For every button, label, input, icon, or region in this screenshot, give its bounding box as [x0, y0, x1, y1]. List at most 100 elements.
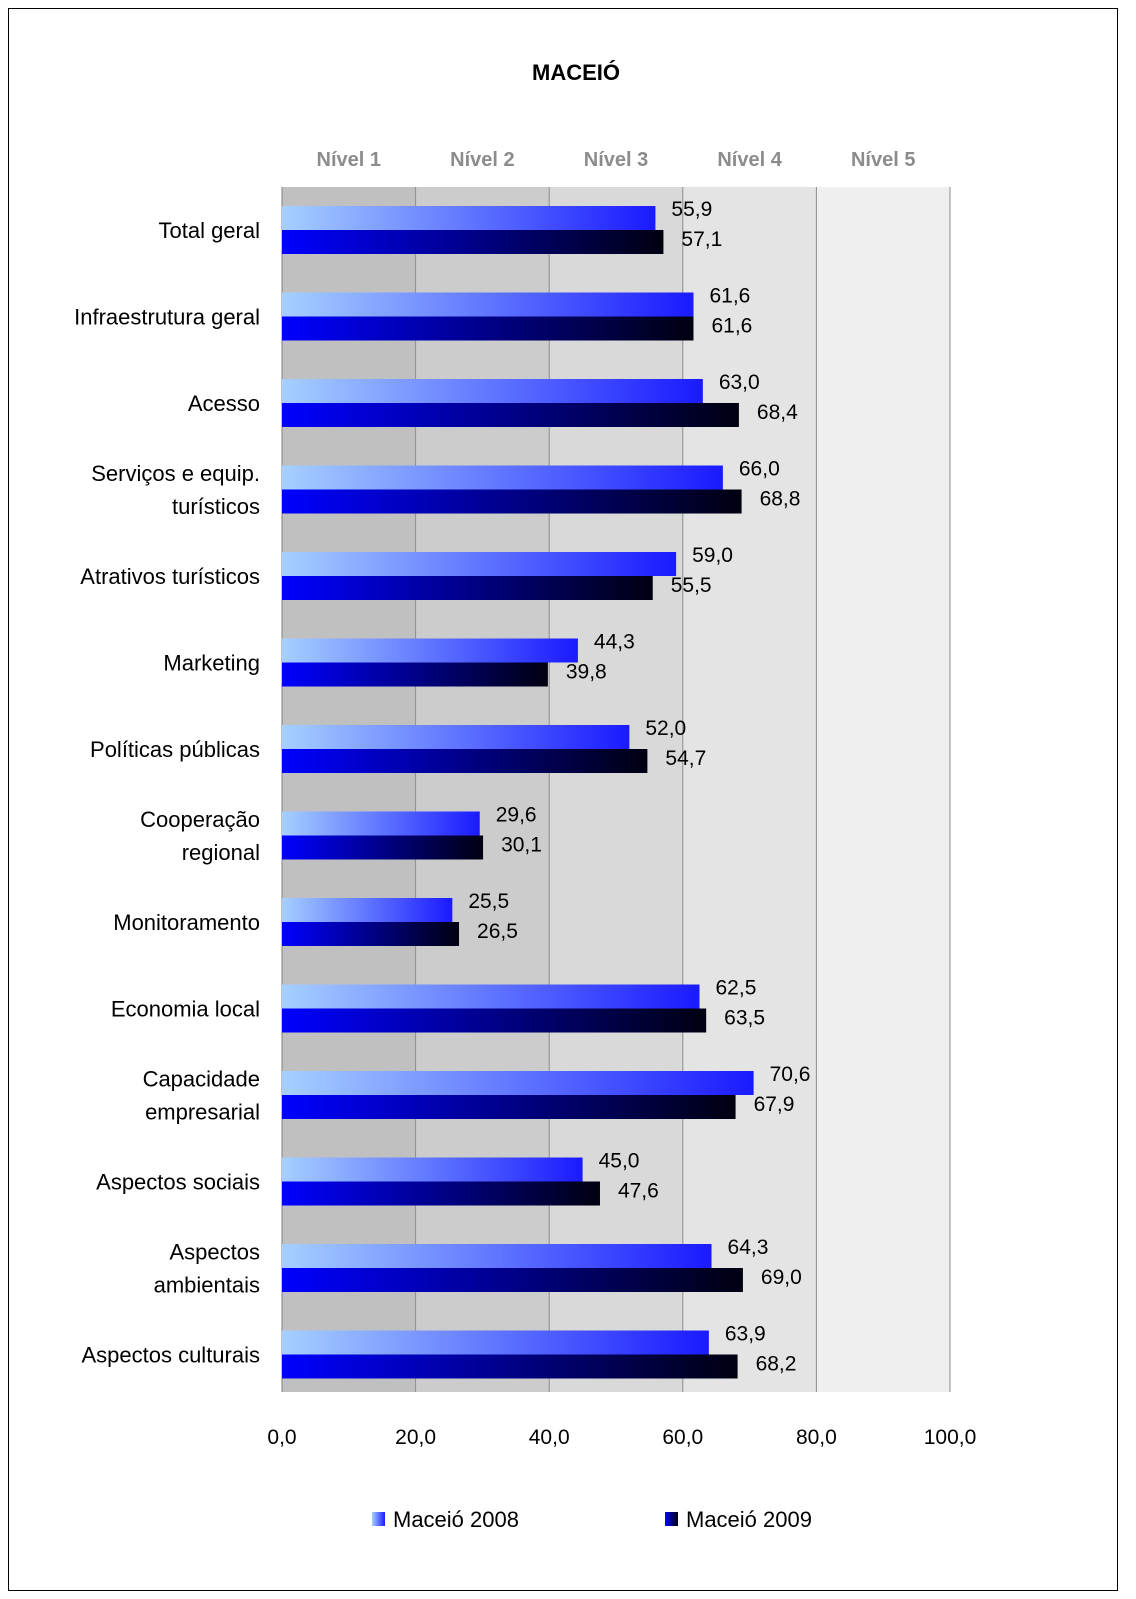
bar [282, 835, 484, 860]
category-label: Economia local [111, 997, 260, 1022]
bar [282, 1095, 736, 1119]
bar [282, 1354, 738, 1379]
value-label: 45,0 [599, 1150, 640, 1173]
category-label: Infraestrutura geral [74, 305, 260, 330]
level-labels: Nível 1 Nível 2 Nível 3 Nível 4 Nível 5 [317, 149, 916, 171]
category-label: Atrativos turísticos [80, 564, 260, 589]
value-label: 57,1 [681, 228, 722, 251]
category-label: ambientais [154, 1273, 260, 1298]
value-label: 55,5 [671, 574, 712, 597]
bar [282, 292, 694, 317]
x-axis-ticks: 0,0 20,0 40,0 60,0 80,0 100,0 [267, 1426, 976, 1449]
value-label: 30,1 [501, 834, 542, 857]
chart-title: MACEIÓ [532, 60, 620, 85]
level-bands [282, 187, 950, 1392]
bar [282, 206, 656, 230]
tick-label: 80,0 [796, 1426, 837, 1449]
bar [282, 1008, 707, 1033]
category-label: Cooperação [140, 807, 260, 832]
bar [282, 552, 677, 576]
value-label: 62,5 [716, 977, 757, 1000]
bar [282, 638, 578, 663]
tick-label: 100,0 [924, 1426, 977, 1449]
level-label: Nível 4 [717, 149, 782, 171]
bar [282, 1330, 709, 1355]
value-label: 44,3 [594, 631, 635, 654]
level-label: Nível 5 [851, 149, 915, 171]
category-label: Total geral [158, 218, 260, 243]
value-label: 69,0 [761, 1266, 802, 1289]
category-label: Serviços e equip. [91, 461, 260, 486]
value-labels: 55,9 57,1 61,6 61,6 63,0 68,4 66,0 68,8 59,0 55,5… [468, 198, 810, 1376]
value-label: 61,6 [711, 315, 752, 338]
legend-swatch [665, 1512, 678, 1526]
legend-label: Maceió 2008 [393, 1507, 519, 1532]
tick-label: 0,0 [267, 1426, 296, 1449]
value-label: 68,4 [757, 401, 798, 424]
category-label: Monitoramento [113, 910, 260, 935]
value-label: 29,6 [496, 804, 537, 827]
bar [282, 379, 703, 403]
bars [282, 206, 754, 1379]
level-band [816, 187, 950, 1392]
bar [282, 725, 630, 749]
value-label: 64,3 [728, 1236, 769, 1259]
value-label: 66,0 [739, 458, 780, 481]
level-band [549, 187, 683, 1392]
tick-label: 20,0 [395, 1426, 436, 1449]
level-label: Nível 3 [584, 149, 648, 171]
value-label: 70,6 [770, 1063, 811, 1086]
category-labels: Total geral Infraestrutura geral Acesso Ser… [74, 218, 260, 1368]
bar [282, 403, 739, 427]
category-label: Aspectos sociais [96, 1170, 260, 1195]
tick-label: 60,0 [662, 1426, 703, 1449]
category-label: Acesso [188, 391, 260, 416]
value-label: 68,8 [760, 488, 801, 511]
category-label: Aspectos [170, 1240, 261, 1265]
value-label: 52,0 [645, 717, 686, 740]
bar [282, 922, 460, 946]
category-label: regional [182, 840, 260, 865]
level-band [682, 187, 817, 1392]
level-band [282, 187, 416, 1392]
value-label: 63,5 [724, 1007, 765, 1030]
bar [282, 984, 700, 1009]
legend-label: Maceió 2009 [686, 1507, 812, 1532]
bar [282, 811, 480, 836]
level-label: Nível 2 [450, 149, 514, 171]
bar [282, 1157, 583, 1182]
value-label: 61,6 [709, 285, 750, 308]
bar [282, 230, 664, 254]
value-label: 54,7 [665, 747, 706, 770]
value-label: 63,9 [725, 1323, 766, 1346]
category-label: Aspectos culturais [81, 1343, 260, 1368]
bar [282, 898, 453, 922]
value-label: 55,9 [671, 198, 712, 221]
bar [282, 489, 742, 514]
bar [282, 316, 694, 341]
level-label: Nível 1 [317, 149, 381, 171]
value-label: 63,0 [719, 371, 760, 394]
value-label: 68,2 [756, 1353, 797, 1376]
value-label: 47,6 [618, 1180, 659, 1203]
legend-swatch [372, 1512, 385, 1526]
bar [282, 1244, 712, 1268]
value-label: 25,5 [468, 890, 509, 913]
bar [282, 1071, 754, 1095]
bar [282, 749, 648, 773]
category-label: Marketing [163, 651, 260, 676]
tick-label: 40,0 [529, 1426, 570, 1449]
category-label: empresarial [145, 1100, 260, 1125]
bar [282, 1181, 600, 1206]
bar [282, 576, 653, 600]
category-label: turísticos [172, 494, 260, 519]
bar [282, 465, 723, 490]
category-label: Capacidade [143, 1067, 260, 1092]
value-label: 26,5 [477, 920, 518, 943]
level-band [415, 187, 550, 1392]
legend: Maceió 2008 Maceió 2009 [372, 1507, 812, 1532]
value-label: 39,8 [566, 661, 607, 684]
bar [282, 662, 548, 687]
value-label: 67,9 [754, 1093, 795, 1116]
